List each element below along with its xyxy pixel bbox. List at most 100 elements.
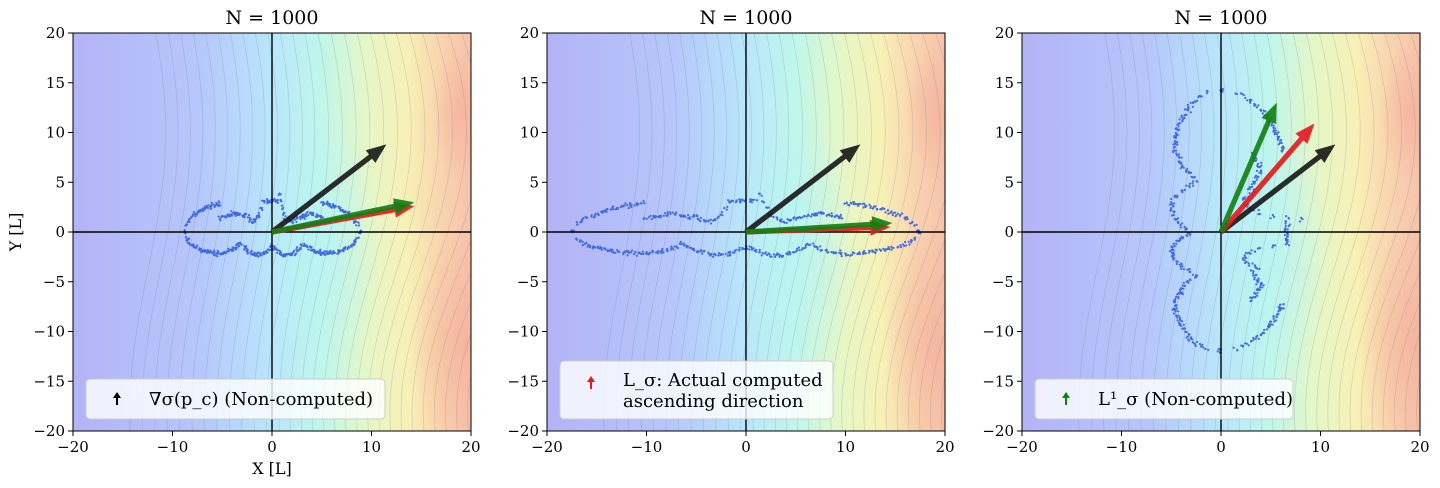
scatter-point <box>1256 176 1259 179</box>
scatter-point <box>750 201 754 204</box>
scatter-point <box>758 248 761 251</box>
scatter-point <box>1192 184 1195 187</box>
scatter-point <box>812 242 815 245</box>
scatter-point <box>888 247 891 251</box>
scatter-point <box>353 242 356 245</box>
scatter-point <box>845 201 848 204</box>
scatter-point <box>1286 235 1289 238</box>
scatter-point <box>1179 318 1182 321</box>
scatter-point <box>1269 323 1272 326</box>
scatter-point <box>606 249 609 252</box>
scatter-point <box>1186 234 1189 238</box>
scatter-point <box>684 215 687 218</box>
scatter-point <box>884 211 887 214</box>
scatter-point <box>185 239 188 242</box>
scatter-point <box>1251 262 1254 265</box>
scatter-point <box>643 202 646 205</box>
scatter-point <box>1260 332 1263 335</box>
scatter-point <box>726 205 729 208</box>
scatter-point <box>858 252 861 256</box>
scatter-point <box>1172 143 1175 146</box>
scatter-point <box>258 216 261 219</box>
scatter-point <box>862 206 865 209</box>
scatter-point <box>1180 114 1183 117</box>
scatter-point <box>718 252 721 255</box>
scatter-point <box>236 243 239 246</box>
scatter-point <box>266 202 269 205</box>
scatter-point <box>1171 246 1174 249</box>
scatter-point <box>1181 119 1184 122</box>
scatter-point <box>612 205 615 208</box>
scatter-point <box>1260 172 1263 175</box>
scatter-point <box>1201 343 1204 346</box>
scatter-point <box>264 251 268 254</box>
scatter-point <box>905 244 908 247</box>
scatter-point <box>847 203 850 206</box>
scatter-point <box>665 214 668 217</box>
scatter-point <box>721 253 725 256</box>
scatter-point <box>201 249 204 252</box>
scatter-point <box>243 246 246 250</box>
scatter-point <box>1236 348 1239 351</box>
scatter-point <box>210 250 213 254</box>
scatter-point <box>1234 92 1237 95</box>
scatter-point <box>1175 260 1178 263</box>
scatter-point <box>1191 341 1194 344</box>
scatter-point <box>909 222 912 225</box>
scatter-point <box>326 250 329 253</box>
scatter-point <box>612 251 615 254</box>
scatter-point <box>1260 170 1263 173</box>
scatter-point <box>793 251 796 254</box>
scatter-point <box>803 215 806 218</box>
scatter-point <box>835 214 838 217</box>
scatter-point <box>762 200 765 203</box>
scatter-point <box>1271 246 1274 249</box>
scatter-point <box>733 249 736 252</box>
scatter-point <box>894 211 897 214</box>
scatter-point <box>1275 313 1278 316</box>
legend-entry-line-1: ∇σ(p_c) (Non-computed) <box>149 389 373 410</box>
scatter-point <box>697 218 701 221</box>
scatter-point <box>748 245 751 248</box>
scatter-point <box>354 240 357 244</box>
scatter-point <box>1250 249 1253 252</box>
scatter-point <box>1172 251 1175 255</box>
scatter-point <box>216 255 219 258</box>
scatter-point <box>1283 234 1286 237</box>
scatter-point <box>266 200 269 203</box>
vector-arrow-l1-sigma <box>1218 102 1277 233</box>
scatter-point <box>252 253 255 256</box>
scatter-point <box>800 248 804 251</box>
scatter-point <box>766 206 769 209</box>
scatter-point <box>1262 109 1265 112</box>
scatter-point <box>1180 156 1183 159</box>
scatter-point <box>843 202 846 205</box>
scatter-point <box>195 246 198 249</box>
scatter-point <box>1286 238 1289 241</box>
scatter-point <box>575 237 578 240</box>
scatter-point <box>1178 156 1181 159</box>
scatter-point <box>666 212 670 215</box>
scatter-point <box>907 240 911 243</box>
scatter-point <box>1287 225 1290 228</box>
scatter-point <box>1277 143 1280 146</box>
scatter-point <box>284 215 287 218</box>
scatter-point <box>1182 166 1185 169</box>
vector-arrow-l1-sigma <box>745 216 893 235</box>
scatter-point <box>1187 109 1190 112</box>
scatter-point <box>863 252 867 255</box>
scatter-point <box>896 246 900 249</box>
scatter-point <box>810 215 813 218</box>
scatter-point <box>666 211 669 214</box>
scatter-point <box>1253 250 1257 253</box>
scatter-point <box>355 224 358 227</box>
scatter-point <box>300 214 303 217</box>
scatter-point <box>1174 299 1177 303</box>
scatter-point <box>871 250 874 253</box>
scatter-point <box>301 216 304 219</box>
scatter-point <box>680 243 683 246</box>
scatter-point <box>305 212 308 215</box>
scatter-point <box>733 251 736 254</box>
scatter-point <box>334 204 337 207</box>
